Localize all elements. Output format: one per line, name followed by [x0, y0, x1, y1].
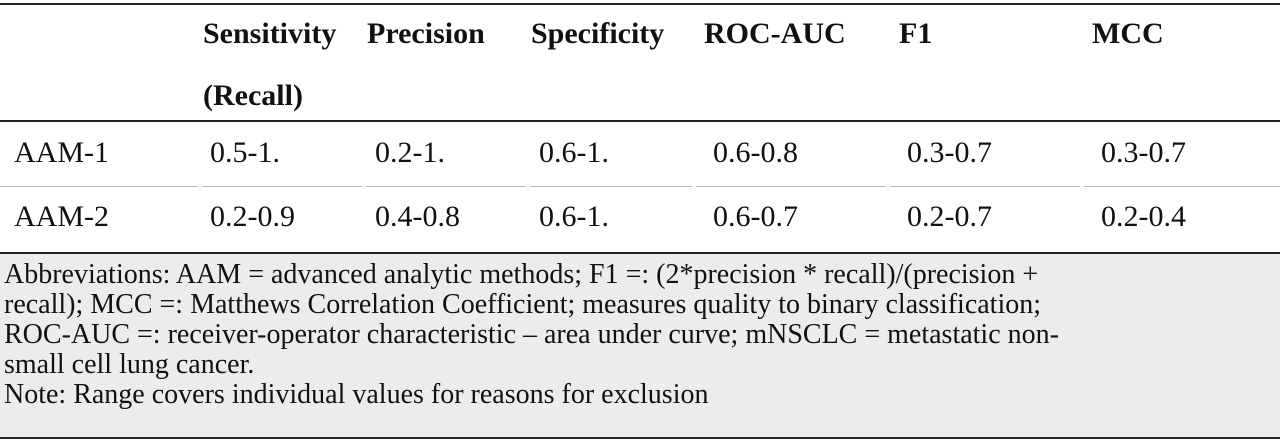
- footnote-line: recall); MCC =: Matthews Correlation Coe…: [4, 289, 1042, 320]
- header-sensitivity-line1: Sensitivity: [203, 17, 337, 50]
- table-top-rule: [0, 3, 1280, 5]
- table-row: AAM-1 0.5-1. 0.2-1. 0.6-1. 0.6-0.8 0.3-0…: [0, 124, 1280, 187]
- header-specificity: Specificity: [531, 17, 665, 50]
- row-separator: [696, 186, 886, 187]
- row-label: AAM-2: [14, 200, 109, 233]
- body-bottom-rule: [0, 252, 1280, 254]
- row-separator: [366, 186, 526, 187]
- cell-precision: 0.4-0.8: [375, 200, 460, 233]
- cell-specificity: 0.6-1.: [539, 136, 609, 169]
- row-separator: [0, 186, 198, 187]
- cell-precision: 0.2-1.: [375, 136, 445, 169]
- header-roc-auc: ROC-AUC: [704, 17, 846, 50]
- table-footnote: Abbreviations: AAM = advanced analytic m…: [0, 254, 1280, 437]
- row-separator: [890, 186, 1080, 187]
- header-mcc: MCC: [1092, 17, 1164, 50]
- cell-mcc: 0.3-0.7: [1101, 136, 1186, 169]
- cell-f1: 0.3-0.7: [907, 136, 992, 169]
- footnote-line: ROC-AUC =: receiver-operator characteris…: [4, 319, 1059, 350]
- header-precision: Precision: [367, 17, 485, 50]
- cell-mcc: 0.2-0.4: [1101, 200, 1186, 233]
- header-sensitivity: Sensitivity (Recall): [203, 18, 336, 112]
- footnote-note: Note: Range covers individual values for…: [4, 379, 709, 410]
- row-separator: [1084, 186, 1280, 187]
- header-bottom-rule: [0, 120, 1280, 122]
- cell-specificity: 0.6-1.: [539, 200, 609, 233]
- header-sensitivity-line2: (Recall): [203, 79, 303, 112]
- cell-sensitivity: 0.2-0.9: [210, 200, 295, 233]
- cell-f1: 0.2-0.7: [907, 200, 992, 233]
- footnote-line: small cell lung cancer.: [4, 349, 255, 380]
- header-f1: F1: [899, 17, 933, 50]
- table-bottom-rule: [0, 437, 1280, 439]
- footnote-line: Abbreviations: AAM = advanced analytic m…: [4, 259, 1039, 290]
- cell-roc-auc: 0.6-0.7: [713, 200, 798, 233]
- cell-sensitivity: 0.5-1.: [210, 136, 280, 169]
- row-separator: [530, 186, 692, 187]
- row-label: AAM-1: [14, 136, 109, 169]
- row-separator: [202, 186, 362, 187]
- cell-roc-auc: 0.6-0.8: [713, 136, 798, 169]
- table-row: AAM-2 0.2-0.9 0.4-0.8 0.6-1. 0.6-0.7 0.2…: [0, 188, 1280, 248]
